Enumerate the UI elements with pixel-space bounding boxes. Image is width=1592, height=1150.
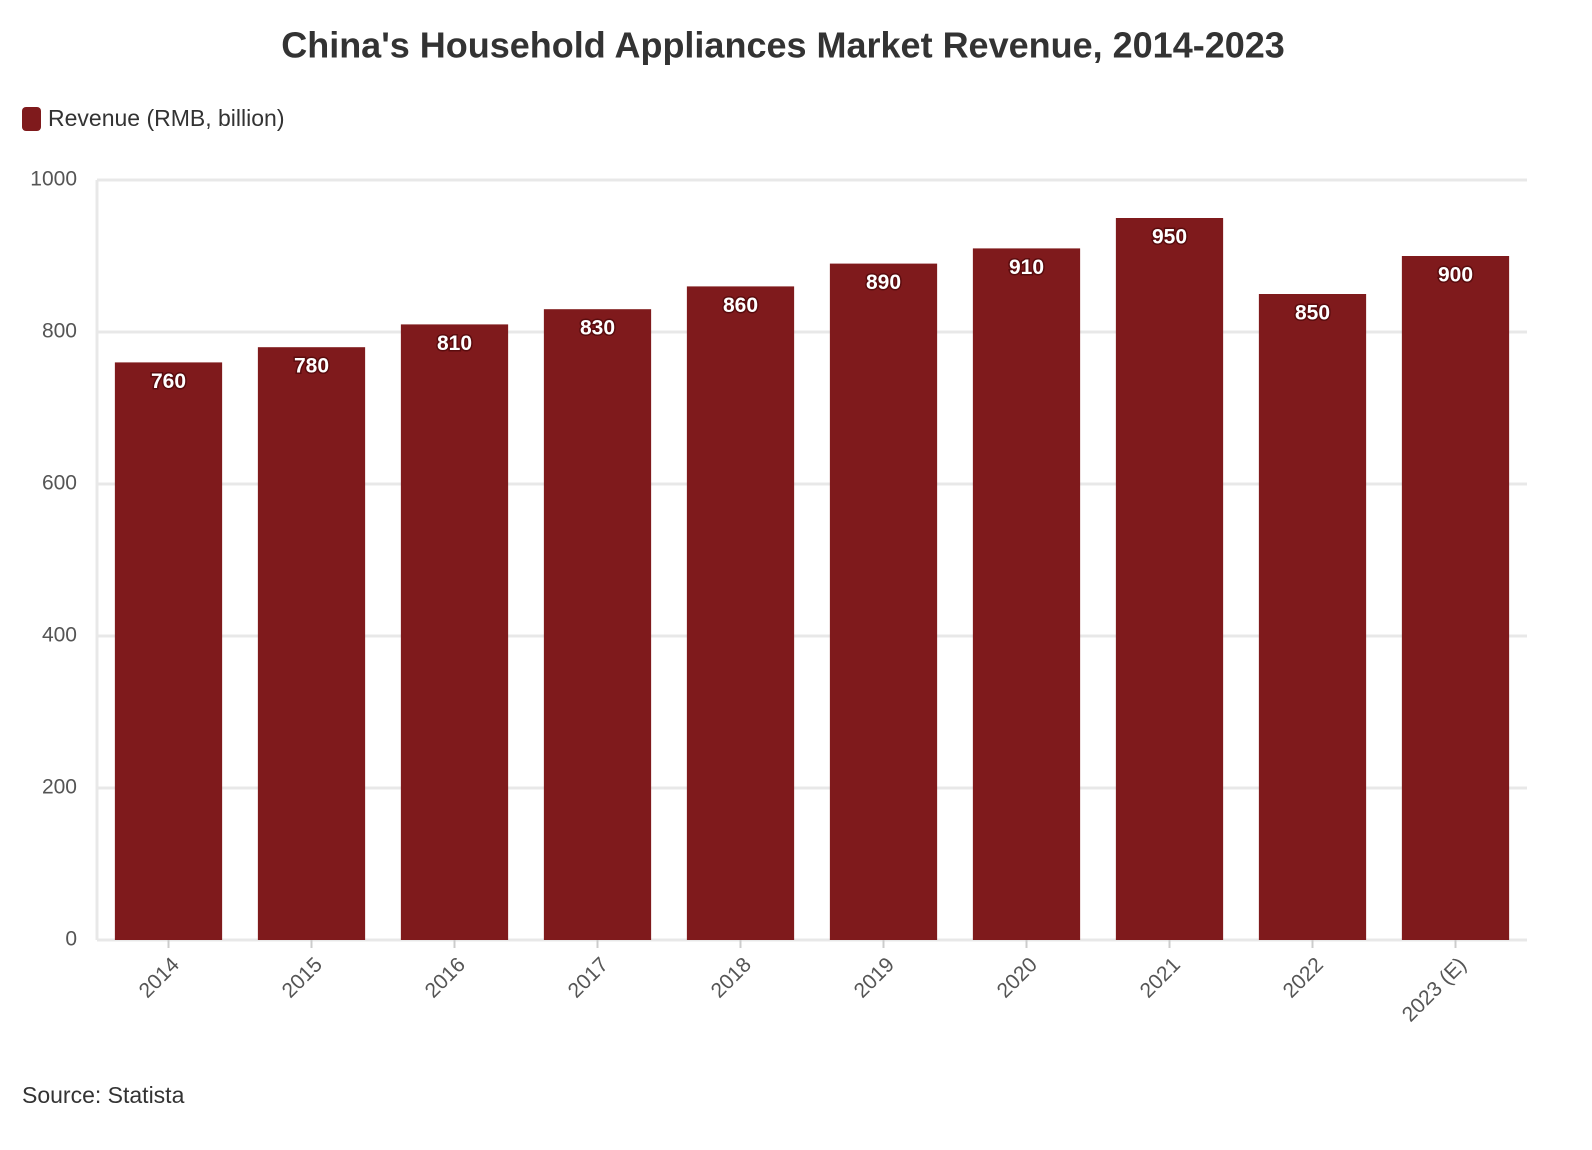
x-tick-label: 2015 xyxy=(278,953,327,1002)
bar xyxy=(114,362,223,940)
bar xyxy=(257,347,366,940)
y-tick-label: 0 xyxy=(65,928,77,951)
data-label: 760 xyxy=(151,370,186,393)
data-label: 860 xyxy=(723,294,758,317)
data-label: 830 xyxy=(580,317,615,340)
x-tick-label: 2022 xyxy=(1279,953,1328,1002)
y-tick-label: 400 xyxy=(42,624,77,647)
x-tick-label: 2018 xyxy=(707,953,756,1002)
data-label: 890 xyxy=(866,271,901,294)
y-tick-label: 200 xyxy=(42,776,77,799)
legend-label: Revenue (RMB, billion) xyxy=(48,105,284,131)
data-label: 810 xyxy=(437,332,472,355)
bar xyxy=(400,324,509,940)
x-tick-label: 2023 (E) xyxy=(1398,953,1471,1026)
bar xyxy=(686,286,795,940)
data-label: 950 xyxy=(1152,226,1187,249)
data-label: 850 xyxy=(1295,302,1330,325)
data-label: 780 xyxy=(294,355,329,378)
bar xyxy=(829,263,938,941)
chart-title: China's Household Appliances Market Reve… xyxy=(281,25,1285,66)
x-tick-label: 2014 xyxy=(135,953,185,1003)
data-label: 910 xyxy=(1009,256,1044,279)
y-tick-label: 800 xyxy=(42,320,77,343)
x-tick-label: 2016 xyxy=(421,953,470,1002)
x-tick-label: 2019 xyxy=(850,953,899,1002)
x-tick-label: 2020 xyxy=(993,953,1042,1002)
bar xyxy=(543,309,652,940)
bar xyxy=(1401,256,1510,940)
y-tick-label: 600 xyxy=(42,472,77,495)
legend-swatch xyxy=(22,107,41,131)
x-tick-label: 2017 xyxy=(564,953,613,1002)
bar xyxy=(972,248,1081,940)
x-tick-label: 2021 xyxy=(1136,953,1185,1002)
source-note: Source: Statista xyxy=(22,1082,185,1108)
data-label: 900 xyxy=(1438,264,1473,287)
bar xyxy=(1115,218,1224,940)
bar xyxy=(1258,294,1367,940)
y-tick-label: 1000 xyxy=(30,168,77,191)
